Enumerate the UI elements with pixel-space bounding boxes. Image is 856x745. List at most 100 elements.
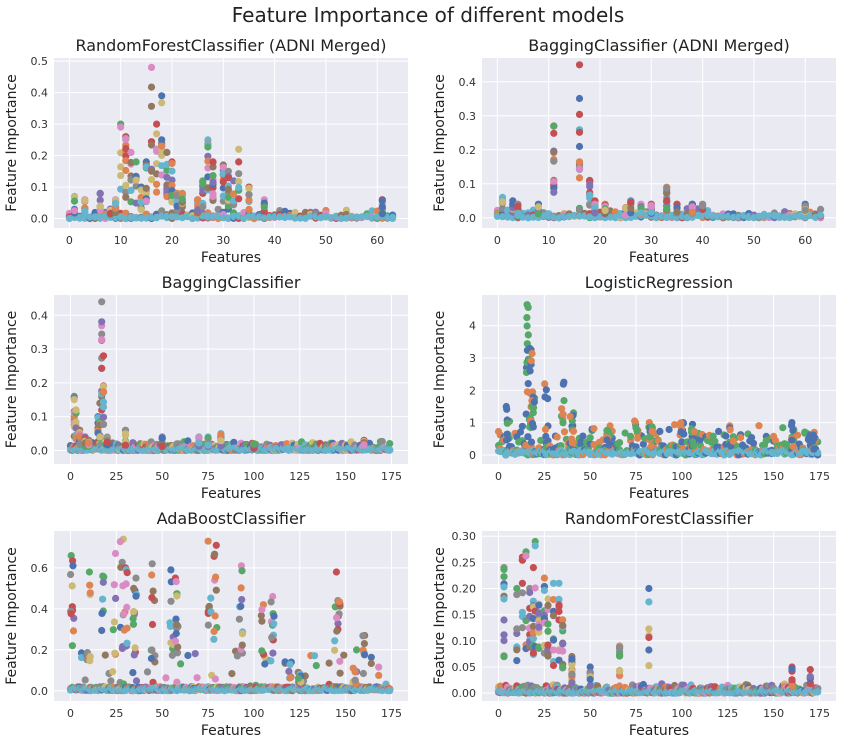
data-point bbox=[238, 630, 247, 638]
data-point bbox=[122, 580, 130, 588]
data-point bbox=[127, 186, 135, 194]
data-point bbox=[153, 180, 161, 188]
data-point bbox=[586, 191, 594, 199]
data-point bbox=[238, 641, 246, 649]
x-tick-label: 125 bbox=[289, 707, 310, 720]
data-point bbox=[568, 435, 576, 443]
data-point bbox=[663, 196, 671, 204]
x-tick-label: 0 bbox=[495, 707, 502, 720]
y-tick-label: 0.4 bbox=[31, 603, 49, 616]
data-point bbox=[378, 437, 386, 446]
data-point bbox=[99, 595, 107, 603]
data-point bbox=[559, 621, 567, 630]
data-point bbox=[817, 205, 825, 213]
data-point bbox=[158, 434, 166, 442]
data-point bbox=[586, 675, 594, 684]
x-tick-label: 175 bbox=[381, 707, 402, 720]
data-point bbox=[544, 595, 552, 603]
data-point bbox=[67, 570, 75, 579]
data-point bbox=[544, 652, 552, 660]
data-point bbox=[120, 610, 128, 618]
data-point bbox=[100, 573, 108, 581]
data-point bbox=[514, 202, 522, 210]
data-point bbox=[389, 213, 397, 221]
data-point bbox=[235, 145, 243, 153]
data-point bbox=[310, 652, 319, 660]
data-point bbox=[500, 616, 508, 624]
data-point bbox=[86, 581, 94, 589]
data-point bbox=[591, 209, 599, 217]
data-point bbox=[224, 193, 232, 201]
data-point bbox=[122, 166, 130, 175]
data-point bbox=[378, 197, 386, 205]
data-point bbox=[129, 669, 137, 677]
data-point bbox=[534, 210, 543, 218]
data-point bbox=[544, 620, 552, 628]
data-point bbox=[575, 94, 584, 103]
data-point bbox=[212, 541, 220, 549]
data-point bbox=[122, 209, 130, 217]
data-point bbox=[158, 136, 166, 144]
data-point bbox=[575, 110, 584, 118]
data-point bbox=[166, 622, 174, 631]
data-point bbox=[810, 445, 818, 453]
data-point bbox=[550, 129, 558, 137]
data-point bbox=[529, 564, 538, 572]
data-point bbox=[386, 687, 394, 695]
data-point bbox=[550, 122, 558, 130]
data-point bbox=[130, 584, 138, 593]
x-tick-label: 75 bbox=[629, 707, 643, 720]
data-point bbox=[527, 438, 536, 446]
data-point bbox=[158, 142, 166, 150]
data-point bbox=[616, 439, 624, 447]
data-point bbox=[637, 209, 645, 217]
data-point bbox=[235, 183, 243, 191]
data-point bbox=[96, 433, 104, 441]
y-tick-label: 0.20 bbox=[452, 583, 477, 596]
data-point bbox=[112, 199, 120, 207]
data-point bbox=[550, 148, 558, 156]
y-tick-label: 0.1 bbox=[459, 178, 477, 191]
data-point bbox=[663, 205, 671, 213]
data-point bbox=[575, 165, 584, 173]
data-point bbox=[210, 627, 218, 636]
data-point bbox=[76, 440, 84, 448]
data-point bbox=[559, 663, 567, 671]
data-point bbox=[99, 413, 108, 421]
data-point bbox=[550, 178, 558, 186]
data-point bbox=[121, 431, 130, 439]
data-point bbox=[544, 627, 552, 635]
data-point bbox=[671, 421, 679, 429]
data-point bbox=[513, 646, 521, 654]
data-point bbox=[529, 629, 538, 637]
data-point bbox=[168, 181, 176, 189]
data-point bbox=[99, 578, 107, 586]
data-point bbox=[586, 180, 594, 188]
data-point bbox=[500, 573, 508, 581]
data-point bbox=[616, 651, 624, 659]
x-tick-label: 40 bbox=[696, 234, 710, 247]
data-point bbox=[153, 120, 161, 128]
data-point bbox=[530, 398, 539, 406]
x-tick-label: 75 bbox=[201, 470, 215, 483]
data-point bbox=[535, 609, 543, 617]
data-point bbox=[789, 443, 797, 451]
data-point bbox=[529, 635, 538, 643]
x-tick-label: 0 bbox=[67, 707, 74, 720]
data-point bbox=[560, 397, 568, 405]
y-tick-label: 0.2 bbox=[459, 144, 477, 157]
data-point bbox=[504, 435, 512, 443]
data-point bbox=[647, 202, 655, 210]
data-point bbox=[553, 433, 561, 441]
data-point bbox=[294, 674, 303, 682]
data-point bbox=[112, 594, 120, 603]
data-point bbox=[540, 574, 549, 582]
data-point bbox=[228, 670, 236, 678]
data-point bbox=[528, 349, 536, 358]
data-point bbox=[237, 602, 245, 610]
data-point bbox=[678, 438, 686, 446]
data-point bbox=[261, 660, 269, 668]
x-tick-label: 75 bbox=[201, 707, 215, 720]
data-point bbox=[173, 592, 181, 600]
data-point bbox=[645, 625, 653, 633]
